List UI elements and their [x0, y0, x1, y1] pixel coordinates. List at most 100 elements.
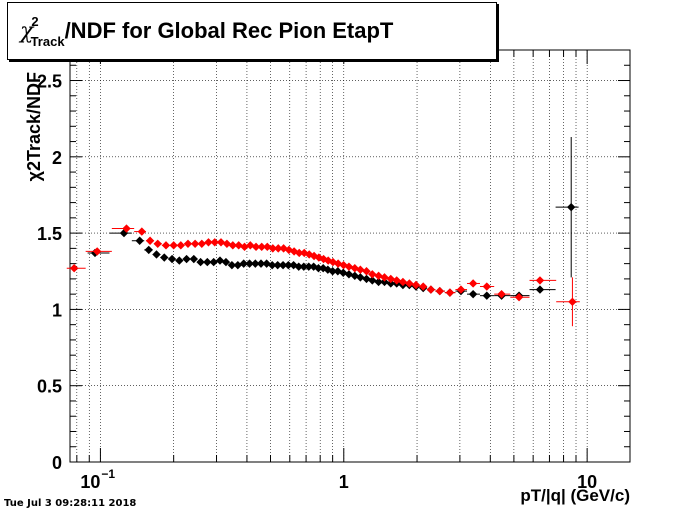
data-point-marker: [137, 227, 147, 236]
data-point-marker: [482, 282, 492, 291]
y-axis-label: χ2Track/NDF: [24, 72, 44, 181]
data-point-marker: [245, 259, 254, 268]
data-point-marker: [456, 285, 466, 294]
data-point-marker: [468, 279, 478, 288]
data-point-marker: [240, 242, 249, 252]
title-subscript: Track: [30, 34, 65, 49]
title-main-text: /NDF for Global Rec Pion EtapT: [64, 18, 394, 43]
data-point-marker: [356, 273, 365, 282]
chart-title-box: χ2 Track/NDF for Global Rec Pion EtapT: [7, 2, 497, 60]
data-point-marker: [182, 254, 191, 264]
y-tick-label: 1.5: [37, 224, 62, 244]
data-point-marker: [274, 244, 283, 253]
data-point-marker: [69, 264, 79, 273]
data-point-marker: [204, 238, 213, 247]
data-point-marker: [435, 286, 444, 296]
data-point-marker: [411, 280, 421, 290]
timestamp: Tue Jul 3 09:28:11 2018: [4, 498, 137, 509]
title-chi-symbol: χ: [20, 19, 34, 44]
y-tick-label: 2.5: [37, 72, 62, 92]
data-point-marker: [175, 256, 184, 265]
data-point-marker: [215, 256, 225, 265]
data-point-marker: [284, 260, 293, 270]
data-point-marker: [398, 277, 408, 287]
data-point-marker: [189, 254, 199, 264]
data-point-marker: [239, 259, 248, 268]
data-point-marker: [251, 242, 261, 252]
data-point-marker: [161, 241, 171, 250]
data-point-marker: [386, 274, 395, 284]
data-point-marker: [227, 260, 237, 270]
data-point-marker: [328, 267, 337, 276]
x-tick-label: 1: [339, 472, 349, 492]
data-point-marker: [368, 276, 377, 285]
data-point-marker: [135, 236, 144, 245]
data-point-marker: [368, 270, 377, 279]
y-tick-label: 2: [52, 148, 62, 168]
y-tick-label: 0: [52, 453, 62, 473]
data-point-marker: [257, 242, 266, 252]
data-point-marker: [304, 262, 313, 271]
data-point-marker: [374, 271, 383, 281]
data-point-marker: [482, 291, 492, 300]
data-point-marker: [267, 260, 277, 270]
data-point-marker: [497, 289, 506, 299]
data-point-marker: [203, 257, 212, 267]
data-point-marker: [426, 285, 436, 294]
data-point-marker: [246, 241, 255, 250]
y-tick-label: 0.5: [37, 377, 62, 397]
data-point-marker: [278, 260, 288, 270]
x-tick-label: 10: [577, 472, 597, 492]
data-point-marker: [222, 239, 232, 248]
title-superscript: 2: [31, 14, 39, 29]
data-points: [66, 136, 580, 327]
x-tick-label: 10: [80, 472, 100, 492]
data-point-marker: [209, 257, 218, 267]
data-point-marker: [314, 264, 323, 273]
data-point-marker: [514, 293, 524, 302]
data-point-marker: [380, 277, 389, 287]
data-point-marker: [119, 228, 129, 238]
data-point-marker: [362, 267, 371, 276]
data-point-marker: [418, 282, 428, 291]
data-point-marker: [190, 239, 200, 248]
data-point-marker: [167, 254, 177, 264]
data-point-marker: [535, 285, 545, 294]
data-point-marker: [153, 239, 162, 248]
data-point-marker: [535, 276, 545, 285]
data-point-marker: [386, 279, 395, 288]
data-point-marker: [380, 273, 389, 282]
data-point-marker: [445, 288, 455, 297]
data-point-marker: [160, 253, 169, 262]
data-point-marker: [221, 257, 231, 267]
y-tick-label: 1: [52, 300, 62, 320]
data-point-marker: [251, 259, 260, 268]
data-point-marker: [196, 257, 205, 267]
data-point-marker: [294, 262, 303, 271]
data-point-marker: [468, 289, 478, 299]
data-point-marker: [392, 276, 401, 285]
data-point-marker: [145, 236, 155, 245]
data-point-marker: [176, 241, 186, 250]
data-point-marker: [197, 239, 207, 248]
data-point-marker: [169, 241, 178, 250]
data-point-marker: [374, 277, 383, 287]
data-point-marker: [122, 224, 131, 233]
data-point-marker: [268, 244, 278, 253]
data-point-marker: [362, 274, 371, 284]
x-tick-label-exponent: −1: [101, 467, 115, 481]
data-point-marker: [568, 297, 577, 306]
data-point-marker: [92, 247, 102, 256]
data-point-marker: [344, 270, 354, 279]
x-axis-label: pT/|q| (GeV/c): [520, 486, 630, 505]
data-point-marker: [295, 248, 304, 258]
grid-lines: [70, 50, 630, 462]
data-point-marker: [567, 202, 576, 212]
data-point-marker: [299, 262, 308, 271]
data-point-marker: [405, 279, 414, 288]
data-point-marker: [256, 259, 266, 268]
data-point-marker: [183, 239, 193, 248]
data-point-marker: [233, 260, 243, 270]
data-point-marker: [216, 238, 226, 247]
